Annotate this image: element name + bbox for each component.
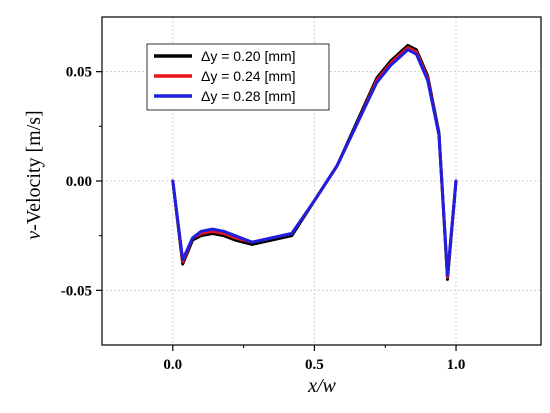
- y-axis-label-unit: -Velocity [m/s]: [23, 110, 45, 231]
- x-tick-label: 0.5: [305, 357, 324, 373]
- y-axis-label-variable: v: [23, 231, 45, 240]
- series-line-3: [171, 48, 458, 277]
- x-axis-label: x/w: [307, 375, 336, 397]
- x-tick-label: 0.0: [163, 357, 182, 373]
- legend-label-2: Δy = 0.24 [mm]: [201, 68, 296, 84]
- legend-label-3: Δy = 0.28 [mm]: [201, 88, 296, 104]
- axis-ticks: 0.0 0.5 1.0 -0.05 0.00 0.05: [61, 65, 466, 373]
- series-group: [171, 43, 458, 281]
- x-tick-label: 1.0: [447, 357, 466, 373]
- y-tick-label: 0.00: [66, 174, 92, 190]
- legend-label-1: Δy = 0.20 [mm]: [201, 48, 296, 64]
- y-tick-label: -0.05: [61, 283, 92, 299]
- legend: Δy = 0.20 [mm] Δy = 0.24 [mm] Δy = 0.28 [m…: [146, 43, 330, 111]
- y-tick-label: 0.05: [66, 65, 92, 81]
- y-axis-label: v-Velocity [m/s]: [23, 110, 45, 239]
